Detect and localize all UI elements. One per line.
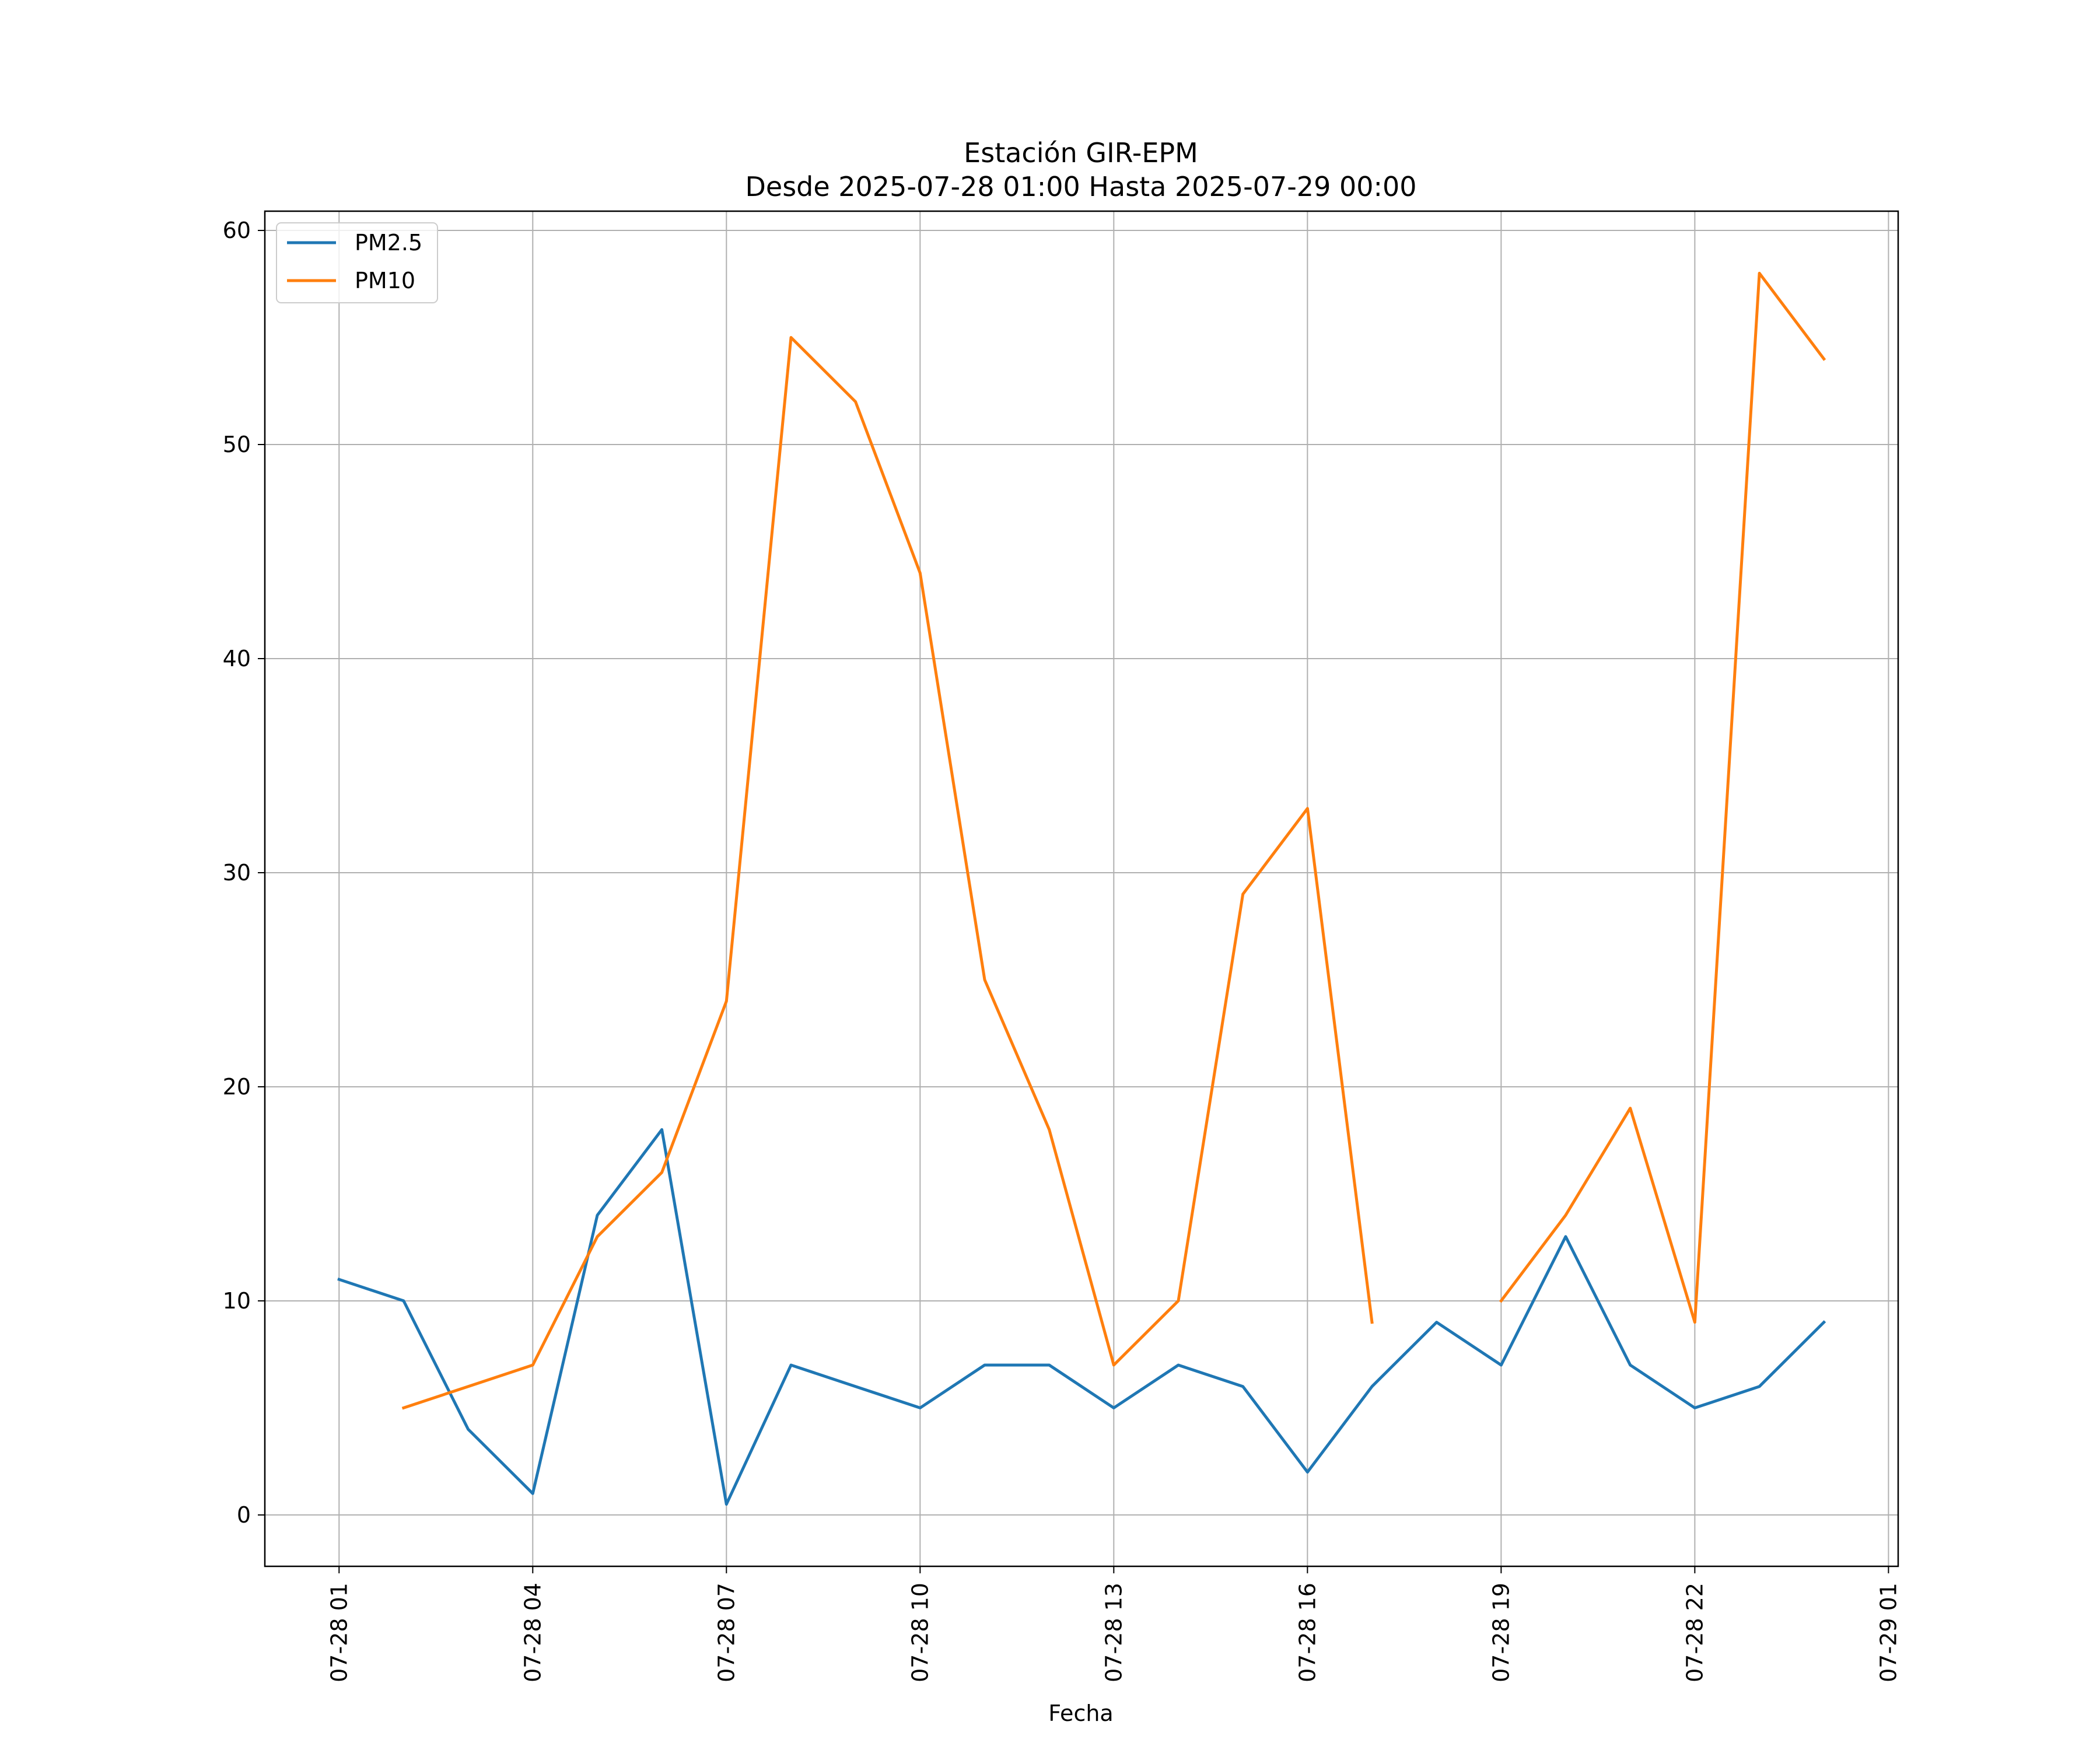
x-tick-label: 07-28 22: [1682, 1583, 1707, 1682]
x-tick-label: 07-28 19: [1488, 1583, 1514, 1682]
series-line-pm10: [401, 271, 1826, 1410]
y-axis: 0 10 20 30 40 50 60: [223, 218, 265, 1528]
y-tick-label: 0: [237, 1502, 251, 1528]
x-tick-label: 07-28 07: [713, 1583, 739, 1682]
y-tick-label: 40: [223, 646, 251, 671]
legend: PM2.5 PM10: [276, 222, 438, 303]
y-tick-label: 60: [223, 218, 251, 243]
series-lines: [337, 271, 1826, 1506]
x-tick-label: 07-28 01: [326, 1583, 352, 1682]
y-tick-label: 20: [223, 1074, 251, 1100]
y-tick-label: 10: [223, 1288, 251, 1314]
chart-title: Estación GIR-EPM: [964, 137, 1198, 169]
x-tick-label: 07-28 13: [1101, 1583, 1126, 1682]
plot-frame: [264, 210, 1899, 1567]
series-line-pm25: [337, 1128, 1826, 1506]
y-tick-label: 50: [223, 432, 251, 457]
chart-subtitle: Desde 2025-07-28 01:00 Hasta 2025-07-29 …: [745, 171, 1416, 202]
legend-label-pm10: PM10: [355, 268, 415, 293]
x-tick-label: 07-28 16: [1294, 1583, 1320, 1682]
x-tick-label: 07-29 01: [1875, 1583, 1901, 1682]
x-axis: 07-28 01 07-28 04 07-28 07 07-28 10 07-28 13…: [326, 1566, 1901, 1682]
y-tick-label: 30: [223, 860, 251, 886]
x-tick-label: 07-28 04: [520, 1583, 545, 1682]
x-axis-label: Fecha: [1048, 1700, 1113, 1726]
grid-lines: [265, 211, 1898, 1566]
legend-label-pm25: PM2.5: [355, 230, 422, 256]
x-tick-label: 07-28 10: [907, 1583, 933, 1682]
